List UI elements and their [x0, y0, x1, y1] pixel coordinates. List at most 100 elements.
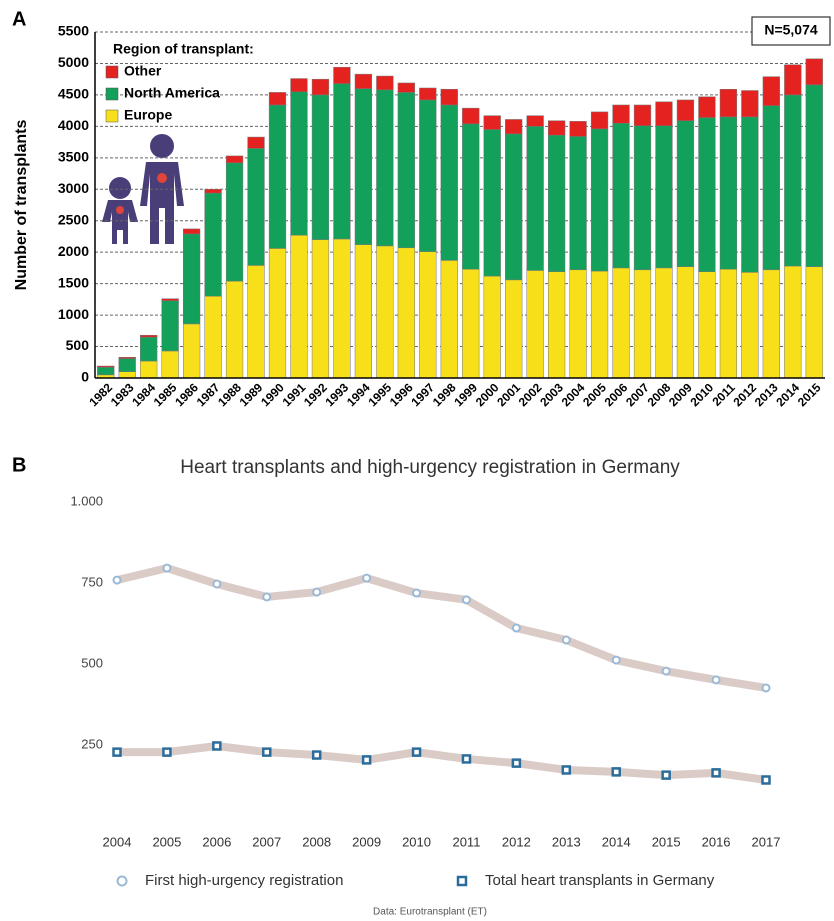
bar-segment: [719, 116, 738, 270]
bar-segment: [311, 94, 330, 240]
marker: [212, 579, 222, 589]
bar-segment: [612, 104, 630, 124]
bar-segment: [741, 90, 759, 118]
bar-segment: [333, 238, 351, 379]
marker: [262, 592, 272, 602]
bar-segment: [805, 84, 823, 267]
marker: [661, 666, 671, 676]
marker: [461, 754, 472, 764]
x-tick-label: 2008: [645, 380, 674, 409]
x-tick-label: 1982: [86, 380, 115, 409]
x-tick-label: 2004: [103, 834, 132, 849]
bar-segment: [547, 134, 566, 272]
x-tick-label: 2004: [559, 380, 588, 409]
x-tick-label: 1995: [365, 380, 394, 409]
legend-swatch: [105, 109, 119, 123]
y-tick-label: 2000: [58, 243, 89, 259]
bar-segment: [440, 104, 458, 261]
bar-segment: [204, 295, 222, 379]
x-tick-label: 1999: [451, 380, 480, 409]
y-tick-label: 500: [81, 655, 103, 670]
x-tick-label: 2000: [473, 380, 502, 409]
bar-segment: [676, 99, 695, 121]
marker: [611, 655, 621, 665]
marker: [411, 747, 422, 757]
marker: [611, 767, 621, 777]
marker: [162, 747, 172, 757]
x-tick-label: 1998: [430, 380, 459, 409]
bar-segment: [655, 267, 673, 379]
bar-segment: [333, 66, 351, 84]
bar-segment: [376, 245, 394, 379]
legend-label: Total heart transplants in Germany: [485, 872, 715, 889]
x-tick-label: 1986: [172, 380, 201, 409]
marker: [212, 741, 222, 751]
y-tick-label: 750: [81, 574, 103, 589]
x-tick-label: 2011: [452, 834, 480, 849]
bar-segment: [247, 148, 265, 266]
bar-segment: [526, 270, 544, 379]
source: Data: Eurotransplant (ET): [373, 907, 487, 918]
y-tick-label: 1500: [58, 274, 89, 290]
bar-segment: [569, 136, 587, 271]
marker: [561, 765, 572, 775]
bar-segment: [397, 247, 415, 379]
x-tick-label: 1988: [215, 380, 244, 409]
bar-segment: [333, 83, 351, 240]
bar-segment: [505, 133, 523, 281]
y-tick-label: 5500: [58, 23, 89, 39]
bar-segment: [676, 266, 695, 379]
x-tick-label: 1991: [280, 380, 309, 409]
x-tick-label: 2016: [702, 834, 731, 849]
chart-title: Heart transplants and high-urgency regis…: [180, 457, 680, 478]
legend-swatch: [105, 87, 119, 101]
x-tick-label: 2006: [602, 380, 631, 409]
bar-segment: [419, 99, 437, 252]
y-tick-label: 1.000: [70, 493, 103, 508]
x-tick-label: 2010: [402, 834, 431, 849]
y-tick-label: 3000: [58, 180, 89, 196]
bar-segment: [290, 91, 308, 236]
bar-segment: [182, 233, 201, 325]
y-tick-label: 3500: [58, 149, 89, 165]
x-tick-label: 2007: [623, 380, 652, 409]
bar-segment: [784, 64, 802, 96]
bar-segment: [590, 270, 609, 379]
marker: [461, 595, 471, 605]
bar-segment: [526, 126, 544, 271]
bar-segment: [247, 136, 265, 149]
x-tick-label: 1985: [151, 380, 180, 409]
y-tick-label: 4500: [58, 86, 89, 102]
bar-segment: [483, 115, 501, 130]
y-tick-label: 4000: [58, 117, 89, 133]
x-tick-label: 1990: [258, 380, 287, 409]
icons: [102, 134, 184, 244]
bar-segment: [247, 265, 265, 379]
bar-segment: [462, 107, 480, 125]
bar-segment: [547, 120, 566, 136]
legend-swatch: [105, 65, 119, 79]
bar-segment: [698, 271, 716, 379]
bar-segment: [762, 76, 780, 106]
legend-label: First high-urgency registration: [145, 872, 343, 889]
legend-marker: [456, 875, 468, 887]
bar-segment: [784, 265, 802, 379]
bar-segment: [311, 78, 330, 96]
marker: [361, 755, 372, 765]
bar-segment: [161, 300, 179, 352]
x-tick-label: 2001: [494, 380, 523, 409]
bar-segment: [612, 122, 630, 269]
marker: [561, 635, 571, 645]
x-tick-label: 1983: [108, 380, 137, 409]
marker: [761, 683, 771, 693]
x-tick-label: 2005: [580, 380, 609, 409]
legend-label: Other: [124, 63, 162, 79]
bar-segment: [204, 192, 222, 297]
bar-segment: [526, 115, 544, 127]
bar-segment: [118, 356, 136, 359]
x-tick-label: 2003: [537, 380, 566, 409]
annotation: N=5,074: [764, 22, 818, 38]
bar-segment: [140, 360, 158, 379]
x-tick-label: 2007: [252, 834, 281, 849]
